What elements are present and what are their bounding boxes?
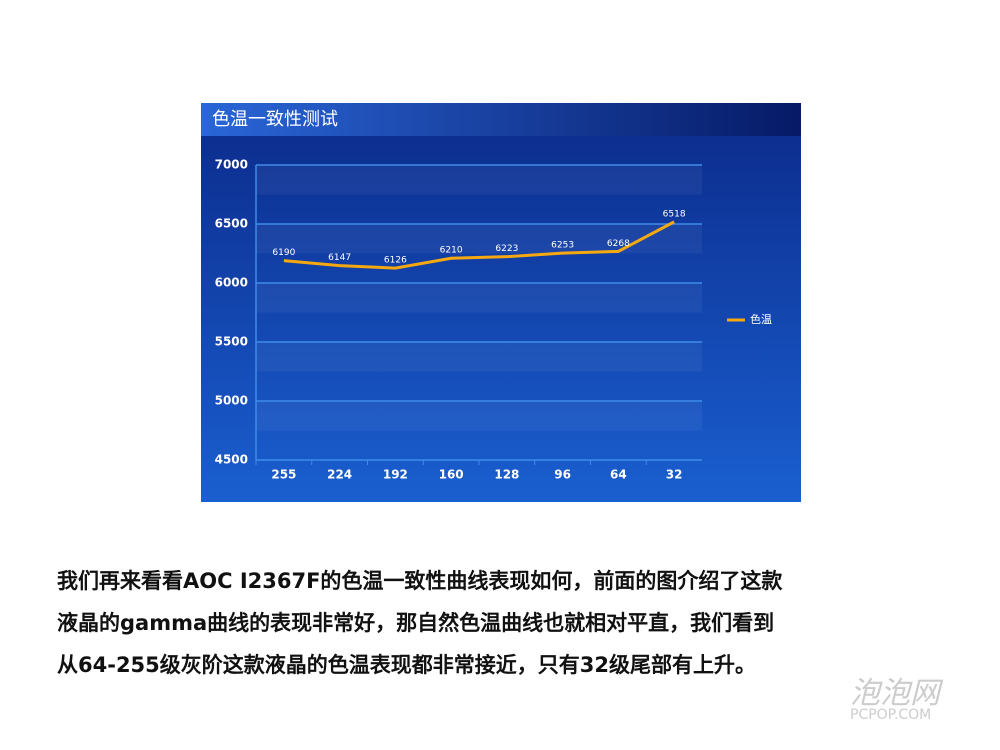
y-tick-label: 5500 — [215, 335, 248, 349]
grid-band — [256, 283, 702, 313]
watermark: 泡泡网 — [850, 676, 940, 711]
x-tick-label: 160 — [439, 468, 464, 482]
data-label: 6190 — [272, 248, 295, 258]
panel — [201, 103, 801, 502]
data-label: 6518 — [663, 209, 686, 219]
series-line — [283, 220, 675, 270]
paragraph-line: 我们再来看看AOC I2367F的色温一致性曲线表现如何，前面的图介绍了这款 — [57, 569, 783, 593]
grid-band — [256, 224, 702, 254]
watermark-site: PCPOP.COM — [850, 707, 932, 723]
y-tick-label: 7000 — [215, 158, 248, 172]
data-label: 6210 — [440, 246, 463, 256]
x-tick-label: 64 — [610, 468, 627, 482]
paragraph-line: 液晶的gamma曲线的表现非常好，那自然色温曲线也就相对平直，我们看到 — [57, 611, 775, 635]
data-label: 6147 — [328, 253, 351, 263]
y-tick-label: 5000 — [215, 394, 248, 408]
data-label: 6253 — [551, 241, 574, 251]
x-tick-label: 224 — [327, 468, 352, 482]
chart-title: 色温一致性测试 — [212, 109, 338, 130]
grid-band — [256, 342, 702, 372]
y-tick-label: 4500 — [215, 453, 248, 467]
data-label: 6223 — [495, 244, 518, 254]
x-tick-label: 96 — [554, 468, 571, 482]
y-tick-label: 6500 — [215, 217, 248, 231]
x-tick-label: 255 — [271, 468, 296, 482]
grid-band — [256, 165, 702, 195]
y-tick-label: 6000 — [215, 276, 248, 290]
grid-band — [256, 401, 702, 431]
x-tick-label: 192 — [383, 468, 408, 482]
data-label: 6268 — [607, 239, 630, 249]
paragraph-line: 从64-255级灰阶这款液晶的色温表现都非常接近，只有32级尾部有上升。 — [57, 653, 756, 677]
chart: 色温一致性测试 4500 5000 5500 6000 6500 7000 255 224 19… — [201, 103, 801, 502]
title-bar — [201, 103, 801, 136]
x-tick-label: 128 — [494, 468, 519, 482]
x-tick-label: 32 — [666, 468, 683, 482]
data-label: 6126 — [384, 256, 407, 266]
legend-label: 色温 — [750, 312, 772, 326]
